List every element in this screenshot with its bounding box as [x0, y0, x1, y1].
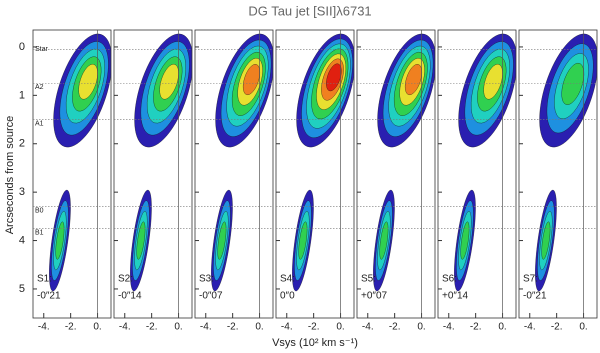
feature-label: A1: [35, 120, 44, 127]
chart-title: DG Tau jet [SII]λ6731: [248, 3, 371, 18]
contour-level: [242, 64, 260, 95]
x-tick-label: -4.: [524, 322, 536, 333]
contour-level: [379, 221, 389, 260]
y-tick-label: 3: [19, 186, 25, 198]
x-tick-label: -4.: [281, 322, 293, 333]
panel-offset: +0″14: [442, 291, 469, 302]
contours: [373, 33, 435, 292]
x-tick-label: -2.: [470, 322, 482, 333]
x-tick-label: -4.: [362, 322, 374, 333]
y-tick-label: 2: [19, 138, 25, 150]
panel: -4. -2. 0. S5: +0″07: [356, 29, 436, 333]
contours: [211, 33, 273, 292]
contour-level: [404, 64, 422, 95]
feature-label: A2: [35, 84, 44, 91]
panel-name: S7:: [523, 274, 538, 285]
x-tick-label: -2.: [389, 322, 401, 333]
y-tick-label: 5: [19, 283, 25, 295]
x-tick-label: 0.: [93, 322, 101, 333]
panel-name: S4:: [280, 274, 295, 285]
x-axis-label: Vsys (10² km s⁻¹): [272, 337, 358, 349]
contour-level: [460, 221, 470, 260]
panel-frame: [518, 29, 598, 319]
panel: -4. -2. 0. S1: -0″21: [32, 29, 112, 333]
panel-frame: [356, 29, 436, 319]
contour-level: [326, 63, 342, 92]
panel-frame: [113, 29, 193, 319]
x-tick-label: 0.: [498, 322, 506, 333]
panel-name: S1:: [37, 274, 52, 285]
panel-frame: [32, 29, 112, 319]
panel-offset: +0″07: [361, 291, 388, 302]
contour-level: [541, 221, 551, 260]
panel-frame: [275, 29, 355, 319]
panel-name: S5:: [361, 274, 376, 285]
panel-frame: [194, 29, 274, 319]
y-axis-label: Arcseconds from source: [4, 116, 16, 235]
panel: -4. -2. 0. S2: -0″14: [113, 29, 193, 333]
panel: -4. -2. 0. S3: -0″07: [194, 29, 274, 333]
panel-frame: [437, 29, 517, 319]
x-tick-label: -4.: [200, 322, 212, 333]
panel: -4. -2. 0. S4: 0″0: [275, 29, 355, 333]
contours: [454, 33, 516, 292]
x-tick-label: -2.: [308, 322, 320, 333]
contour-level: [159, 64, 179, 100]
panel-offset: -0″07: [199, 291, 223, 302]
x-tick-label: 0.: [579, 322, 587, 333]
panel-offset: 0″0: [280, 291, 295, 302]
panel-name: S6:: [442, 274, 457, 285]
x-tick-label: -4.: [38, 322, 50, 333]
y-tick-label: 4: [19, 234, 25, 246]
x-tick-label: 0.: [255, 322, 263, 333]
feature-label: B0: [35, 208, 44, 215]
contour-level: [55, 221, 65, 260]
contours: [535, 33, 597, 292]
feature-label: Star: [35, 46, 49, 53]
panel: -4. -2. 0. S6: +0″14: [437, 29, 517, 333]
panel-name: S3:: [199, 274, 214, 285]
y-tick-label: 0: [19, 41, 25, 53]
contour-level: [217, 221, 227, 260]
x-tick-label: -2.: [227, 322, 239, 333]
x-tick-label: -2.: [146, 322, 158, 333]
y-tick-label: 1: [19, 89, 25, 101]
x-tick-label: -4.: [443, 322, 455, 333]
x-tick-label: 0.: [336, 322, 344, 333]
x-tick-label: 0.: [174, 322, 182, 333]
contours: [49, 33, 111, 292]
contour-level: [483, 64, 503, 100]
contour-level: [561, 62, 585, 105]
contour-level: [298, 221, 308, 260]
contour-level: [78, 64, 98, 100]
x-tick-label: 0.: [417, 322, 425, 333]
x-tick-label: -2.: [65, 322, 77, 333]
contour-level: [136, 221, 146, 260]
x-tick-label: -2.: [551, 322, 563, 333]
contours: [292, 33, 354, 292]
panel-offset: -0″21: [523, 291, 547, 302]
x-tick-label: -4.: [119, 322, 131, 333]
feature-label: B1: [35, 229, 44, 236]
panel-name: S2:: [118, 274, 133, 285]
panel-offset: -0″14: [118, 291, 142, 302]
contours: [130, 33, 192, 292]
panel: -4. -2. 0. S7: -0″21: [518, 29, 598, 333]
panel-offset: -0″21: [37, 291, 61, 302]
